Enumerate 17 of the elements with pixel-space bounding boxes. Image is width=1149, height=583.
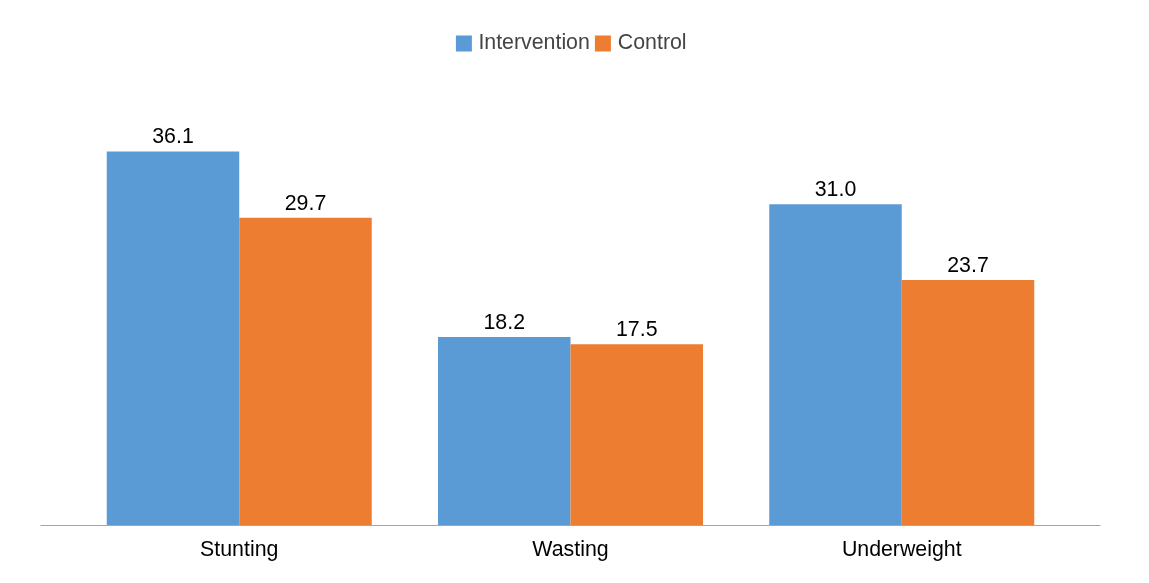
data-label: 18.2 — [483, 309, 526, 334]
legend-label: Control — [617, 30, 687, 55]
data-label: 29.7 — [284, 190, 327, 215]
x-tick-label: Stunting — [200, 536, 279, 561]
bar — [769, 204, 902, 526]
x-tick-label: Underweight — [841, 536, 962, 561]
data-label: 23.7 — [947, 252, 989, 277]
data-label: 17.5 — [615, 317, 658, 342]
bar — [901, 279, 1035, 526]
bar — [570, 344, 703, 526]
bar — [239, 217, 372, 526]
bar — [438, 336, 571, 526]
bar — [106, 151, 240, 526]
data-label: 31.0 — [814, 177, 857, 202]
x-tick-label: Wasting — [532, 536, 609, 561]
legend-label: Intervention — [478, 30, 590, 55]
data-label: 36.1 — [152, 124, 194, 149]
